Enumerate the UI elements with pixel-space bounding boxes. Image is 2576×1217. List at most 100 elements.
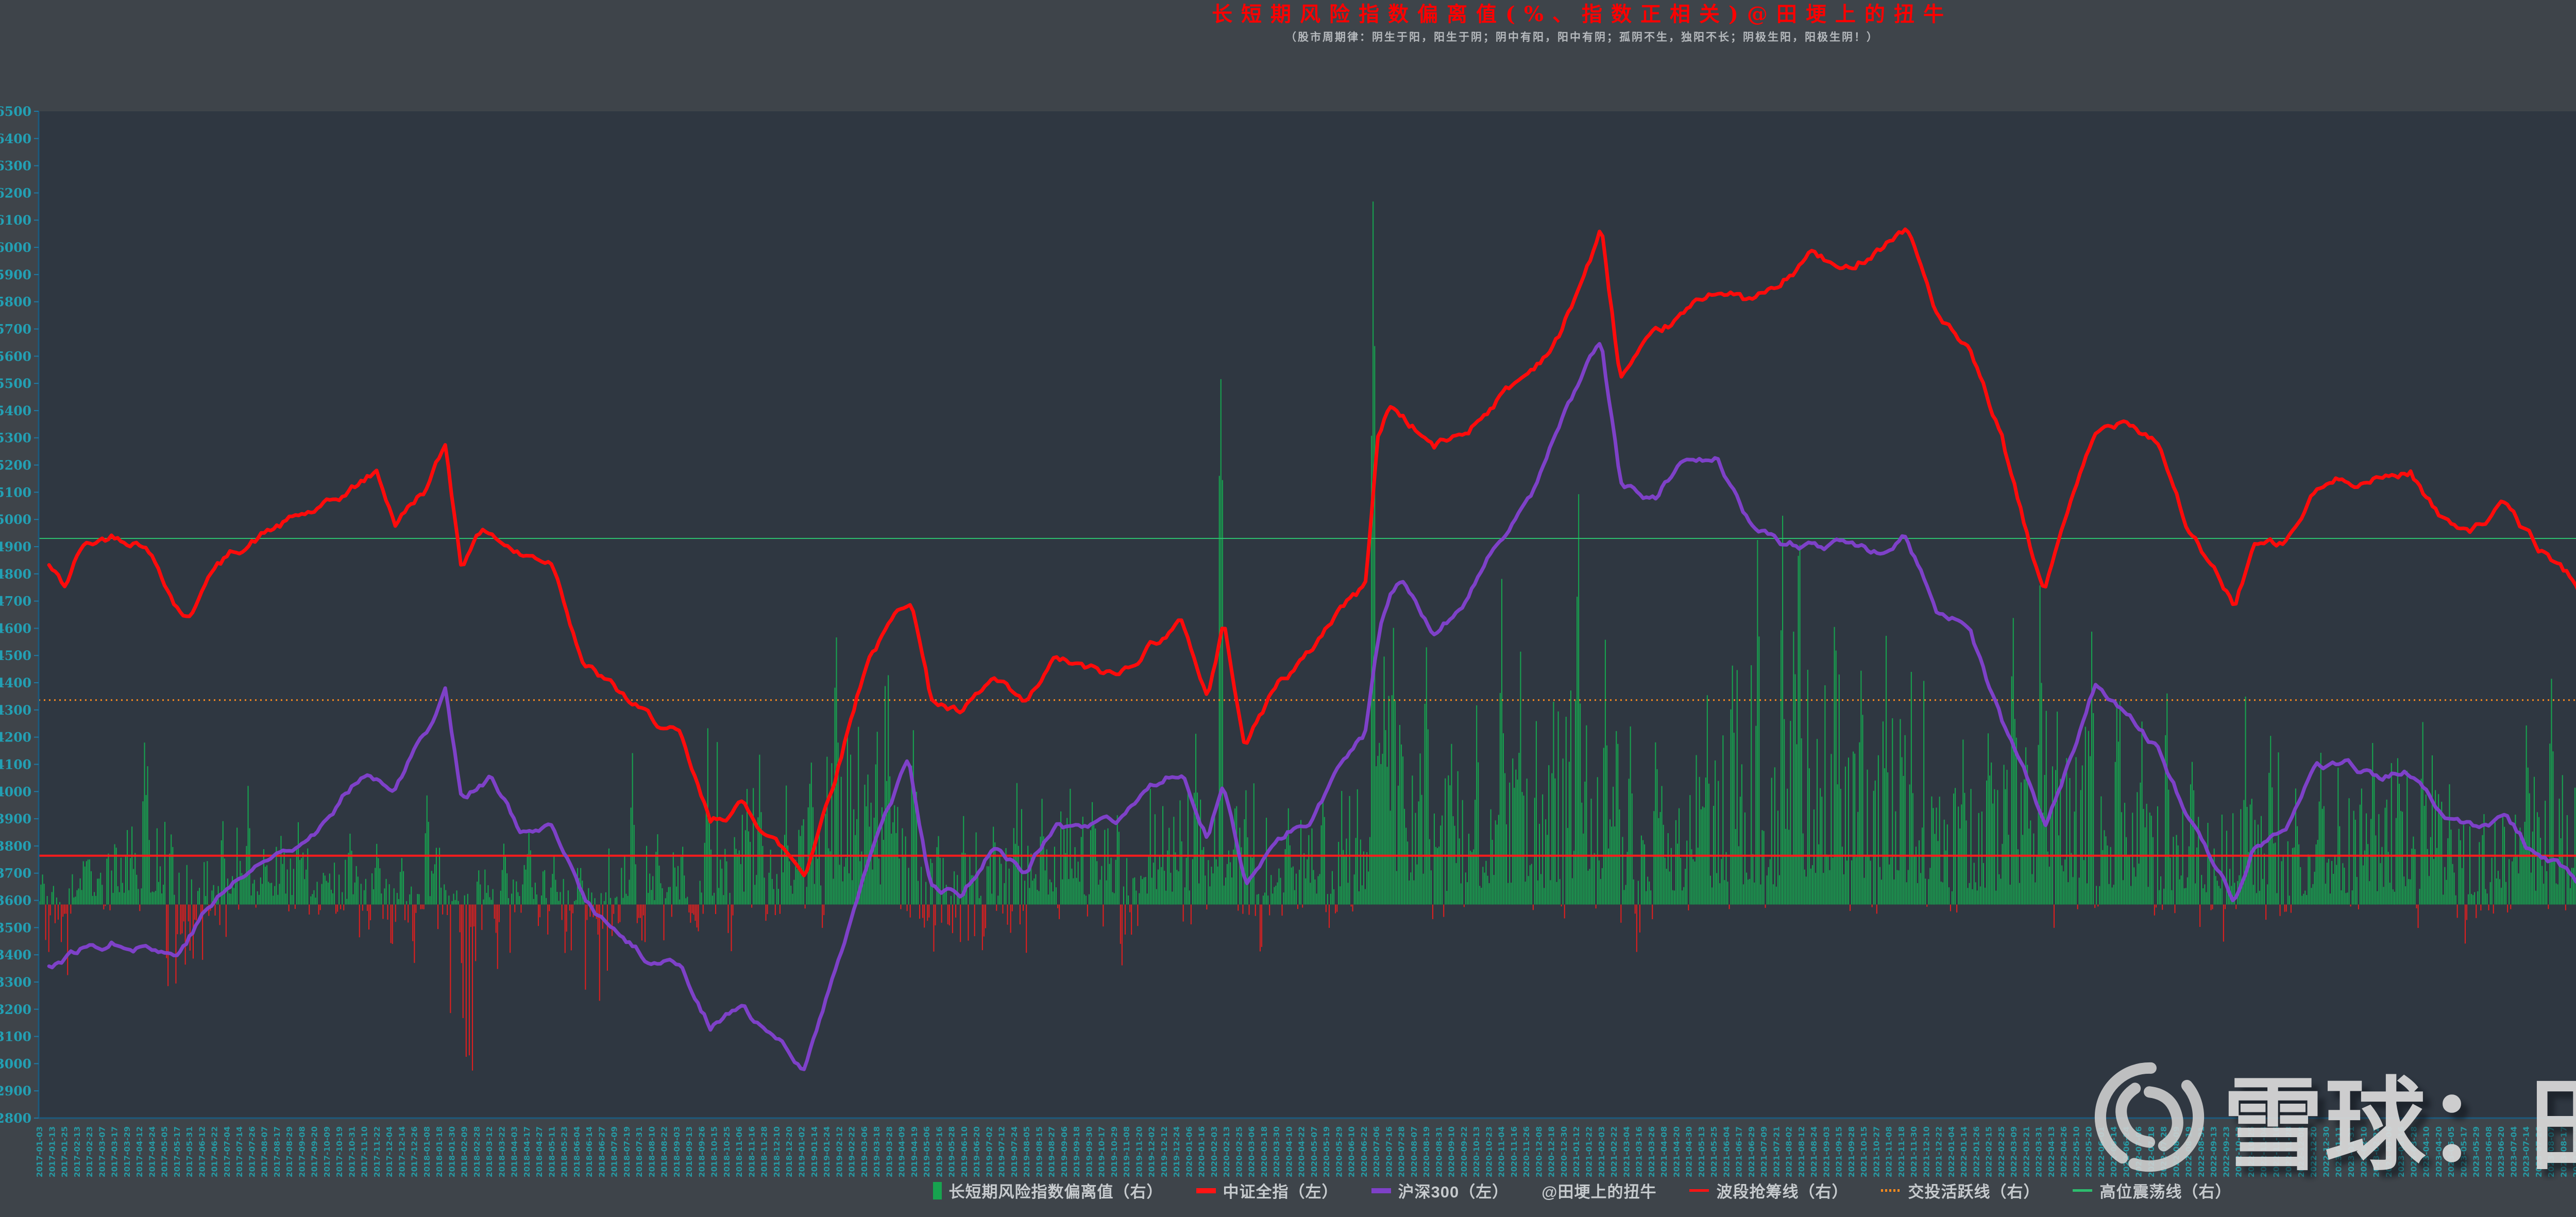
deviation-bar-positive	[411, 886, 412, 905]
left-axis-tick-label: 5600	[0, 349, 31, 364]
deviation-bar-positive	[1518, 753, 1520, 905]
deviation-bar-positive	[2300, 867, 2301, 905]
deviation-bar-positive	[1409, 880, 1410, 905]
deviation-bar-positive	[748, 831, 750, 905]
chart-header: 长短期风险指数偏离值(%、指数正相关)@田埂上的扭牛 （股市周期律：阴生于阳，阳…	[0, 3, 2576, 44]
deviation-bar-positive	[1742, 884, 1744, 905]
deviation-bar-negative	[255, 904, 257, 908]
deviation-bar-positive	[2090, 756, 2091, 905]
legend-item-1[interactable]: 中证全指（左）	[1196, 1179, 1338, 1202]
legend-item-6[interactable]: 高位震荡线（右）	[2073, 1179, 2231, 1202]
x-axis-date-label: 2023-02-22	[2372, 1126, 2381, 1177]
deviation-bar-positive	[957, 875, 958, 905]
deviation-bar-positive	[1085, 895, 1087, 905]
x-axis-date-label: 2022-06-01	[2097, 1126, 2106, 1177]
legend-item-5[interactable]: 交投活跃线（右）	[1881, 1179, 2040, 1202]
deviation-bar-positive	[1245, 790, 1247, 905]
deviation-bar-positive	[2339, 826, 2341, 905]
deviation-bar-positive	[1578, 494, 1580, 905]
deviation-bar-positive	[487, 885, 489, 905]
x-axis-date-label: 2019-03-06	[860, 1126, 869, 1177]
deviation-bar-positive	[1870, 860, 1871, 905]
deviation-bar-positive	[2276, 893, 2278, 905]
deviation-bar-positive	[1844, 766, 1846, 905]
deviation-bar-positive	[1346, 838, 1347, 905]
deviation-bar-negative	[1595, 904, 1597, 909]
deviation-bar-positive	[723, 895, 724, 905]
deviation-bar-positive	[600, 893, 602, 905]
deviation-bar-positive	[591, 892, 592, 905]
deviation-bar-positive	[1487, 875, 1488, 905]
deviation-bar-positive	[560, 892, 561, 905]
chart-subtitle: （股市周期律：阴生于阳，阳生于阴；阴中有阳，阳中有阴；孤阴不生，独阳不长；阴极生…	[1285, 31, 1879, 43]
deviation-bar-positive	[1368, 871, 1369, 905]
deviation-bar-positive	[1868, 855, 1870, 905]
deviation-bar-positive	[1992, 803, 1994, 905]
deviation-bar-positive	[379, 868, 381, 905]
deviation-bar-positive	[1001, 864, 1002, 905]
deviation-bar-positive	[817, 858, 819, 905]
deviation-bar-positive	[150, 892, 151, 905]
legend: 长短期风险指数偏离值（右） 中证全指（左） 沪深300（左） @田埂上的扭牛 波段抢筹线…	[0, 1179, 2576, 1202]
deviation-bar-positive	[1218, 476, 1220, 905]
deviation-bar-positive	[961, 852, 963, 905]
deviation-bar-positive	[2515, 815, 2516, 905]
legend-item-0[interactable]: 长短期风险指数偏离值（右）	[933, 1179, 1163, 1202]
deviation-bar-positive	[228, 893, 230, 905]
legend-swatch-line-thick-purple	[1371, 1188, 1391, 1193]
deviation-bar-positive	[616, 897, 618, 905]
deviation-bar-positive	[2272, 787, 2273, 905]
deviation-bar-negative	[613, 904, 615, 914]
deviation-bar-positive	[1488, 883, 1490, 905]
deviation-bar-positive	[388, 884, 390, 905]
deviation-bar-positive	[2117, 741, 2119, 905]
legend-label: 沪深300（左）	[1398, 1183, 1509, 1201]
deviation-bar-positive	[1222, 480, 1223, 905]
legend-swatch-dotted-orange	[1881, 1189, 1901, 1192]
deviation-bar-positive	[2067, 882, 2069, 905]
deviation-bar-positive	[399, 872, 401, 905]
deviation-bar-positive	[2455, 895, 2456, 905]
deviation-bar-positive	[1270, 875, 1272, 905]
deviation-bar-positive	[1165, 890, 1167, 905]
deviation-bar-positive	[1991, 762, 1992, 905]
deviation-bar-positive	[925, 882, 927, 905]
deviation-bar-positive	[230, 893, 232, 905]
deviation-bar-positive	[2405, 886, 2406, 905]
deviation-bar-positive	[1176, 870, 1178, 905]
deviation-bar-positive	[1562, 758, 1564, 905]
deviation-bar-positive	[511, 893, 513, 905]
deviation-bar-positive	[753, 788, 754, 905]
deviation-bar-positive	[1989, 775, 1991, 905]
deviation-bar-negative	[960, 904, 961, 942]
deviation-bar-positive	[307, 848, 309, 905]
x-axis-date-label: 2023-06-08	[2484, 1126, 2494, 1177]
deviation-bar-positive	[876, 732, 878, 905]
legend-swatch-line-thin-green	[2073, 1189, 2093, 1192]
deviation-bar-positive	[649, 873, 651, 905]
deviation-bar-positive	[2314, 871, 2315, 905]
deviation-bar-positive	[1995, 890, 1997, 905]
deviation-bar-positive	[886, 781, 888, 905]
deviation-bar-positive	[1613, 786, 1614, 905]
deviation-bar-negative	[62, 904, 64, 917]
deviation-bar-negative	[1634, 904, 1636, 914]
legend-item-2[interactable]: 沪深300（左）	[1371, 1179, 1509, 1202]
deviation-bar-positive	[1603, 748, 1604, 905]
deviation-bar-positive	[2472, 895, 2474, 905]
deviation-bar-positive	[921, 867, 922, 905]
legend-item-4[interactable]: 波段抢筹线（右）	[1689, 1179, 1848, 1202]
deviation-bar-positive	[1945, 850, 1946, 905]
deviation-bar-positive	[1132, 878, 1134, 905]
deviation-bar-positive	[1913, 855, 1915, 905]
deviation-bar-positive	[840, 776, 842, 905]
deviation-bar-positive	[2502, 813, 2503, 905]
x-axis-date-label: 2021-01-22	[1585, 1126, 1594, 1177]
deviation-bar-positive	[622, 898, 624, 905]
deviation-bar-positive	[1316, 893, 1317, 905]
deviation-bar-positive	[1426, 647, 1427, 905]
deviation-bar-positive	[558, 901, 560, 905]
x-axis-date-label: 2019-04-09	[897, 1126, 907, 1177]
deviation-bar-negative	[1121, 904, 1123, 966]
legend-item-3[interactable]: @田埂上的扭牛	[1541, 1179, 1656, 1202]
